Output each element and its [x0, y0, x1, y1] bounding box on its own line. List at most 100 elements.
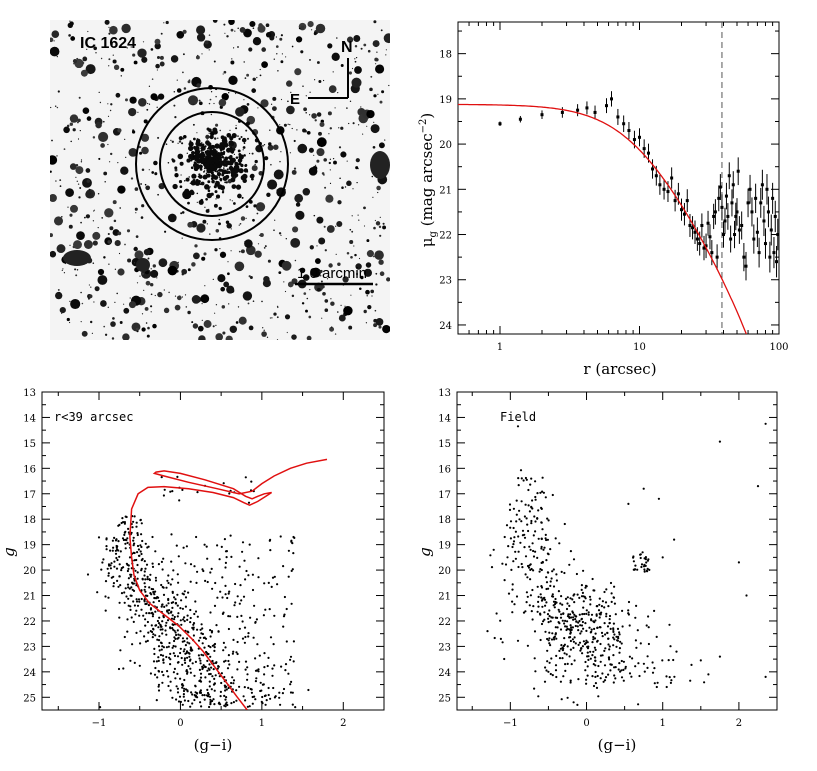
cmd-field-point — [556, 616, 559, 620]
profile-point — [698, 242, 702, 246]
cmd-cluster-point — [188, 655, 191, 658]
star — [285, 56, 287, 58]
star — [111, 43, 113, 45]
star-field — [50, 20, 390, 340]
cmd-cluster-point — [125, 595, 128, 598]
cmd-field-point — [537, 595, 540, 599]
cmd-field-point — [546, 660, 549, 663]
cmd-field-point — [608, 618, 611, 621]
cmd-cluster-point — [140, 589, 143, 592]
cmd-field-point — [569, 550, 573, 553]
profile-point — [662, 187, 666, 191]
star — [376, 51, 378, 53]
cluster-star — [153, 160, 158, 166]
star — [309, 245, 314, 250]
cmd-field-point — [571, 598, 574, 601]
cmd-field-point — [585, 678, 588, 681]
cmd-field-point — [548, 615, 551, 618]
cluster-star — [194, 163, 200, 170]
star — [239, 222, 242, 225]
star — [108, 26, 110, 28]
cluster-star — [222, 147, 225, 150]
star — [91, 332, 93, 334]
cmd-cluster-point — [207, 695, 210, 698]
star — [261, 300, 263, 303]
star — [127, 258, 132, 263]
cmd-field-point — [690, 663, 693, 667]
star — [121, 23, 131, 34]
cmd-cluster-point — [171, 627, 174, 630]
star — [248, 325, 254, 331]
cmd-cluster-point — [210, 666, 213, 669]
cmd-cluster-point — [263, 673, 266, 676]
star — [375, 64, 385, 74]
star — [66, 317, 70, 322]
profile-point — [682, 212, 686, 216]
cmd-cluster-point — [291, 568, 294, 571]
cmd-cluster-point — [133, 542, 136, 545]
star — [306, 130, 311, 135]
cmd-field-point — [520, 520, 523, 523]
cmd-cluster-point — [223, 704, 226, 707]
star — [278, 271, 282, 275]
cmd-cluster-point — [226, 596, 229, 600]
cmd-cluster-point — [180, 599, 183, 602]
cmd-cluster-point — [187, 591, 190, 594]
cmd-field-point — [515, 520, 518, 523]
cmd-field-point — [551, 493, 554, 497]
cmd-cluster-point — [111, 539, 114, 542]
cmd-field-point — [547, 670, 550, 673]
cmd-cluster-point — [236, 615, 239, 619]
star — [171, 140, 174, 143]
cmd-cluster-point — [142, 614, 145, 617]
cmd-cluster-point — [147, 604, 150, 607]
cmd-cluster-point — [257, 668, 260, 671]
star — [87, 30, 89, 33]
cmd-field-point — [501, 562, 504, 565]
star — [366, 250, 374, 258]
cmd-cluster-point — [186, 672, 189, 675]
cmd-field-point — [585, 639, 588, 642]
cmd-field-point — [647, 615, 650, 618]
cmd-field-point — [642, 565, 646, 568]
star — [69, 300, 71, 302]
star — [291, 45, 294, 48]
star — [178, 140, 182, 143]
cmd-field-point — [540, 585, 543, 588]
profile-y-tick-label: 21 — [439, 185, 452, 196]
cmd-cluster-point — [123, 521, 126, 524]
star — [134, 250, 144, 260]
star — [81, 302, 84, 305]
cmd-cluster-point — [136, 551, 139, 554]
cmd-field-point — [564, 669, 567, 673]
star — [238, 316, 247, 325]
cluster-star — [197, 159, 200, 162]
star — [303, 107, 307, 112]
star — [77, 118, 81, 123]
star — [141, 313, 144, 315]
svg-text:μg (mag arcsec−2): μg (mag arcsec−2) — [418, 113, 439, 247]
star — [280, 34, 283, 37]
cmd-cluster-point — [167, 684, 170, 688]
cmd-cluster-point — [254, 657, 257, 660]
cluster-star — [183, 179, 186, 182]
cmd-cluster-point — [143, 570, 146, 573]
cmd-cluster-point — [187, 699, 190, 703]
star — [56, 155, 58, 157]
cmd-cluster-point — [149, 630, 152, 633]
star — [252, 27, 255, 30]
profile-point — [771, 196, 775, 200]
cmd-cluster-point — [218, 558, 221, 561]
cmd-cluster-point — [141, 557, 144, 561]
star — [327, 111, 332, 116]
star — [79, 130, 81, 132]
cmd-field-point — [634, 616, 637, 619]
cmd-cluster-point — [209, 703, 212, 706]
star — [133, 262, 136, 264]
profile-point — [762, 219, 766, 223]
star — [184, 294, 187, 296]
cmd-cluster-point — [167, 598, 170, 602]
cmd-cluster-point — [282, 625, 285, 628]
cmd-field-point — [528, 604, 531, 607]
cmd-cluster-point — [133, 515, 136, 518]
